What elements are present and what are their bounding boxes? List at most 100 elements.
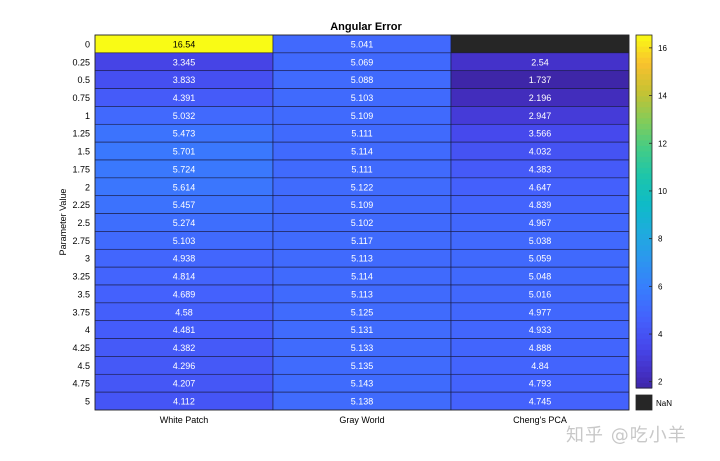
cell-value-label: 4.383	[529, 164, 552, 174]
colorbar-segment	[636, 277, 652, 284]
row-tick-label: 1.5	[77, 147, 90, 157]
row-tick-label: 4.25	[72, 343, 90, 353]
colorbar-segment	[636, 112, 652, 119]
colorbar-segment	[636, 332, 652, 339]
colorbar-segment	[636, 211, 652, 218]
nan-swatch	[635, 394, 653, 411]
cell-value-label: 3.566	[529, 129, 552, 139]
colorbar-segment	[636, 62, 652, 69]
cell-value-label: 4.207	[173, 379, 196, 389]
cell-value-label: 4.689	[173, 289, 196, 299]
colorbar-segment	[636, 106, 652, 113]
cell-value-label: 3.345	[173, 57, 196, 67]
colorbar-segment	[636, 156, 652, 163]
row-tick-label: 3.75	[72, 307, 90, 317]
colorbar-segment	[636, 343, 652, 350]
cell-value-label: 5.103	[351, 93, 374, 103]
colorbar-tick-label: 8	[658, 235, 663, 244]
cell-value-label: 4.977	[529, 307, 552, 317]
colorbar-segment	[636, 172, 652, 180]
colorbar-segment	[636, 360, 652, 367]
colorbar-segment	[636, 338, 652, 345]
cell-value-label: 5.114	[351, 272, 373, 282]
colorbar-segment	[636, 200, 652, 207]
cell-value-label: 5.113	[351, 289, 373, 299]
colorbar-segment	[636, 327, 652, 334]
colorbar-segment	[636, 233, 652, 240]
cell-value-label: 5.111	[351, 164, 372, 174]
row-labels: 0 0.25 0.5 0.75 1 1.25 1.5 1.75 2 2.25 2.5 2.75 3 3.2…	[72, 39, 90, 406]
colorbar-segment	[636, 272, 652, 279]
colorbar-segment	[636, 46, 652, 53]
cell-value-label: 4.382	[173, 343, 196, 353]
colorbar-segment	[636, 250, 652, 257]
cell-value-label: 5.143	[351, 379, 374, 389]
y-axis-label: Parameter Value	[58, 189, 68, 256]
colorbar-segment	[636, 95, 652, 102]
cell-value-label: 4.967	[529, 218, 552, 228]
cell-value-label: 5.701	[173, 147, 196, 157]
cell-value-label: 5.125	[351, 307, 374, 317]
colorbar-tick-label: 16	[658, 44, 667, 53]
cell-value-label: 4.745	[529, 397, 552, 407]
cell-value-label: 5.113	[351, 254, 373, 264]
row-tick-label: 0.75	[72, 93, 90, 103]
colorbar-segment	[636, 73, 652, 80]
colorbar-segment	[636, 90, 652, 97]
row-tick-label: 0.5	[77, 75, 90, 85]
colorbar-tick-label: 4	[658, 330, 663, 339]
row-tick-label: 4	[85, 325, 90, 335]
cell-value-label: 16.54	[173, 39, 196, 49]
colorbar-segment	[636, 266, 652, 273]
cell-value-label: 5.069	[351, 57, 374, 67]
cell-value-label: 4.391	[173, 93, 196, 103]
colorbar-segment	[636, 239, 652, 246]
cell-value-label: 5.133	[351, 343, 374, 353]
row-tick-label: 3.5	[77, 289, 90, 299]
cell-value-label: 4.814	[173, 272, 196, 282]
cell-value-label: 4.58	[175, 307, 193, 317]
cell-value-label: 2.54	[531, 57, 549, 67]
cell-value-label: 5.614	[173, 182, 196, 192]
colorbar-segment	[636, 79, 652, 86]
row-tick-label: 0.25	[72, 57, 90, 67]
cell-value-label: 5.048	[529, 272, 552, 282]
cell-value-label: 2.947	[529, 111, 552, 121]
row-tick-label: 1	[85, 111, 90, 121]
row-tick-label: 0	[85, 39, 90, 49]
colorbar: 2 4 6 8 10 12 14 16 NaN	[635, 34, 672, 411]
colorbar-segment	[636, 294, 652, 301]
row-tick-label: 4.75	[72, 379, 90, 389]
cell-value-label: 5.724	[173, 164, 196, 174]
colorbar-tick-label: 6	[658, 282, 663, 291]
cell-value-label: 5.138	[351, 397, 374, 407]
cell-value-label: 5.114	[351, 147, 373, 157]
column-labels: White Patch Gray World Cheng's PCA	[160, 415, 567, 425]
row-tick-label: 1.75	[72, 164, 90, 174]
column-tick-label: Cheng's PCA	[513, 415, 567, 425]
colorbar-segment	[636, 371, 652, 378]
heatmap-cells: 16.54 5.041 3.345 5.069 2.54 3.833 5.088 1.737 4…	[94, 34, 630, 411]
cell-value-label: 4.888	[529, 343, 552, 353]
cell-value-label: 4.647	[529, 182, 552, 192]
colorbar-tick-label: 10	[658, 187, 667, 196]
colorbar-segment	[636, 117, 652, 124]
cell-value-label: 4.84	[531, 361, 549, 371]
row-tick-label: 2	[85, 182, 90, 192]
cell-value-label: 4.112	[173, 397, 195, 407]
cell-value-label: 5.135	[351, 361, 374, 371]
column-tick-label: White Patch	[160, 415, 209, 425]
row-tick-label: 2.5	[77, 218, 90, 228]
cell-value-label: 5.473	[173, 129, 196, 139]
colorbar-segment	[636, 365, 652, 373]
cell-value-label: 4.938	[173, 254, 196, 264]
colorbar-segment	[636, 189, 652, 196]
colorbar-segment	[636, 51, 652, 58]
colorbar-segment	[636, 35, 652, 42]
cell-value-label: 5.122	[351, 182, 374, 192]
cell-value-label: 2.196	[529, 93, 552, 103]
cell-value-label: 4.839	[529, 200, 552, 210]
cell-value-label: 4.793	[529, 379, 552, 389]
row-tick-label: 1.25	[72, 129, 90, 139]
colorbar-segment	[636, 84, 652, 91]
